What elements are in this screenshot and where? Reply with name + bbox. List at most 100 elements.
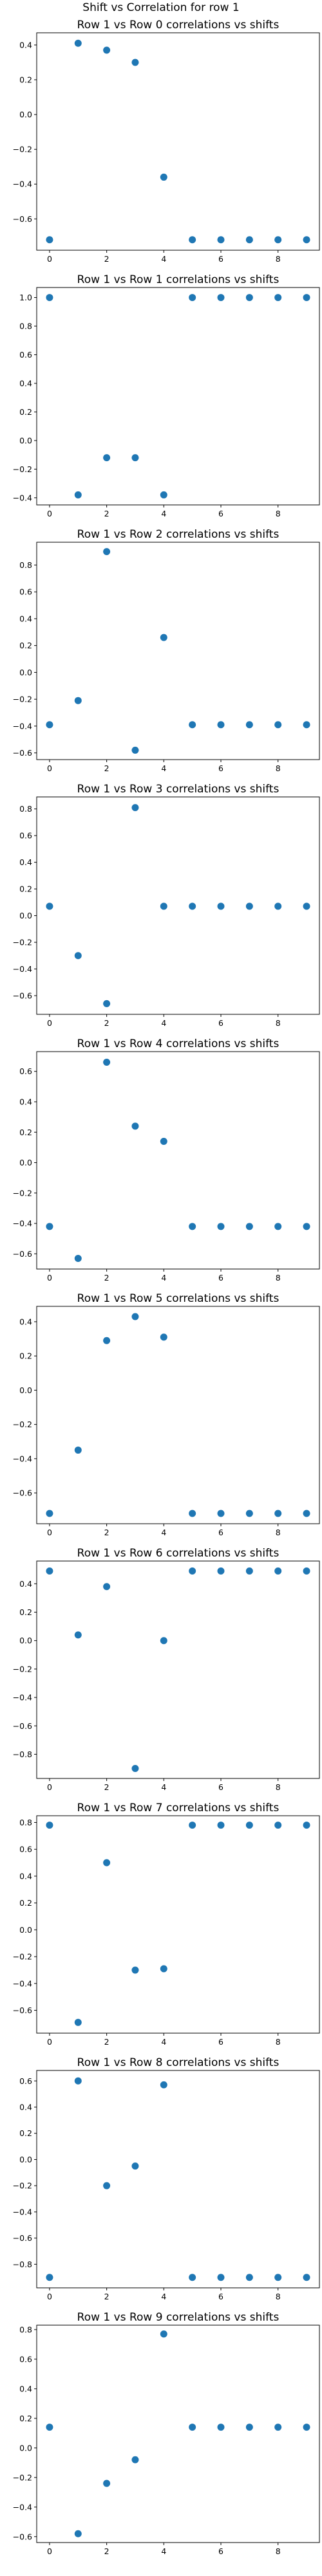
plot-frame	[36, 1051, 320, 1270]
y-tick-label: −0.8	[13, 2260, 32, 2269]
x-tick-label: 0	[47, 763, 52, 773]
subplot-stack: Row 1 vs Row 0 correlations vs shifts 0 2 4…	[13, 19, 320, 2556]
data-point	[74, 1447, 82, 1454]
y-tick-label: −0.6	[13, 1488, 32, 1498]
data-point	[303, 1223, 310, 1230]
y-tick-label: −0.6	[13, 214, 32, 224]
y-tick-label: −0.2	[13, 145, 32, 154]
x-tick-label: 0	[47, 1528, 52, 1537]
subplot-7: Row 1 vs Row 7 correlations vs shifts 0 2 4…	[13, 1802, 320, 2047]
data-point	[46, 2424, 53, 2431]
y-tick-label: 0.2	[19, 641, 32, 650]
x-tick-label: 2	[104, 1782, 109, 1792]
data-point	[103, 1000, 111, 1007]
y-tick-label: 0.2	[19, 407, 32, 417]
y-tick-label: 0.6	[19, 587, 32, 597]
data-point	[46, 294, 53, 302]
x-tick-label: 6	[218, 1528, 223, 1537]
data-point	[274, 236, 282, 244]
y-tick-label: −0.2	[13, 1664, 32, 1674]
data-point	[189, 294, 196, 302]
y-tick-label: −0.6	[13, 1249, 32, 1259]
y-tick-label: 0.0	[19, 110, 32, 120]
plot-frame	[36, 2325, 320, 2543]
y-tick-label: −0.2	[13, 2472, 32, 2482]
subplot-3: Row 1 vs Row 3 correlations vs shifts 0 2 4…	[13, 783, 320, 1028]
y-tick-label: 0.0	[19, 435, 32, 445]
y-tick-label: 0.6	[19, 1066, 32, 1076]
y-tick-label: −0.6	[13, 748, 32, 758]
chart-title: Row 1 vs Row 0 correlations vs shifts	[77, 19, 279, 32]
y-tick-label: 0.6	[19, 1845, 32, 1854]
y-tick-label: −0.6	[13, 2233, 32, 2243]
data-point	[274, 2424, 282, 2431]
data-point	[303, 1822, 310, 1829]
data-point	[274, 1567, 282, 1575]
data-point	[245, 294, 253, 302]
x-tick-label: 8	[276, 509, 281, 518]
y-tick-label: 0.4	[19, 1097, 32, 1107]
data-point	[189, 1567, 196, 1575]
plot-frame	[36, 1815, 320, 2034]
y-tick-label: 0.0	[19, 1158, 32, 1167]
y-tick-label: −0.2	[13, 2181, 32, 2191]
data-point	[303, 2274, 310, 2281]
data-point	[303, 1567, 310, 1575]
x-tick-label: 6	[218, 1782, 223, 1792]
data-point	[131, 1313, 139, 1320]
x-tick-label: 4	[161, 1018, 166, 1028]
chart-title: Row 1 vs Row 4 correlations vs shifts	[77, 1037, 279, 1050]
x-tick-label: 8	[276, 1528, 281, 1537]
data-point	[189, 721, 196, 729]
data-point	[131, 59, 139, 66]
x-tick-label: 2	[104, 2037, 109, 2047]
plot-frame	[36, 1560, 320, 1779]
y-tick-label: −0.2	[13, 1420, 32, 1429]
y-tick-label: −0.4	[13, 721, 32, 731]
data-point	[245, 2424, 253, 2431]
data-point	[74, 39, 82, 47]
y-tick-label: 0.2	[19, 1128, 32, 1137]
x-tick-label: 0	[47, 2037, 52, 2047]
data-point	[131, 1966, 139, 1974]
y-tick-label: −0.4	[13, 964, 32, 974]
data-point	[274, 2274, 282, 2281]
data-point	[217, 2274, 225, 2281]
y-tick-label: 0.4	[19, 1579, 32, 1589]
y-tick-label: 0.4	[19, 40, 32, 50]
x-tick-label: 0	[47, 2546, 52, 2556]
data-point	[189, 2274, 196, 2281]
x-tick-label: 4	[161, 1528, 166, 1537]
data-point	[103, 2480, 111, 2487]
data-point	[160, 2330, 167, 2338]
data-point	[74, 491, 82, 498]
data-point	[217, 294, 225, 302]
x-tick-label: 4	[161, 2292, 166, 2301]
data-point	[189, 1510, 196, 1517]
plot-frame	[36, 2070, 320, 2288]
data-point	[103, 548, 111, 556]
data-point	[160, 1333, 167, 1341]
subplot-5: Row 1 vs Row 5 correlations vs shifts 0 2 4…	[13, 1292, 320, 1537]
y-tick-label: 0.0	[19, 2443, 32, 2453]
data-point	[103, 1859, 111, 1867]
y-tick-label: −0.6	[13, 2005, 32, 2015]
data-point	[131, 804, 139, 812]
x-tick-label: 2	[104, 1273, 109, 1283]
plot-frame	[36, 287, 320, 506]
y-tick-label: 0.8	[19, 322, 32, 331]
data-point	[189, 2424, 196, 2431]
chart-title: Row 1 vs Row 6 correlations vs shifts	[77, 1547, 279, 1560]
data-point	[189, 236, 196, 244]
data-point	[217, 721, 225, 729]
data-point	[103, 1059, 111, 1066]
data-point	[160, 2081, 167, 2088]
y-tick-label: 0.4	[19, 378, 32, 388]
data-point	[131, 2456, 139, 2463]
data-point	[303, 236, 310, 244]
x-tick-label: 2	[104, 2546, 109, 2556]
data-point	[274, 1510, 282, 1517]
x-tick-label: 8	[276, 2037, 281, 2047]
data-point	[217, 1567, 225, 1575]
